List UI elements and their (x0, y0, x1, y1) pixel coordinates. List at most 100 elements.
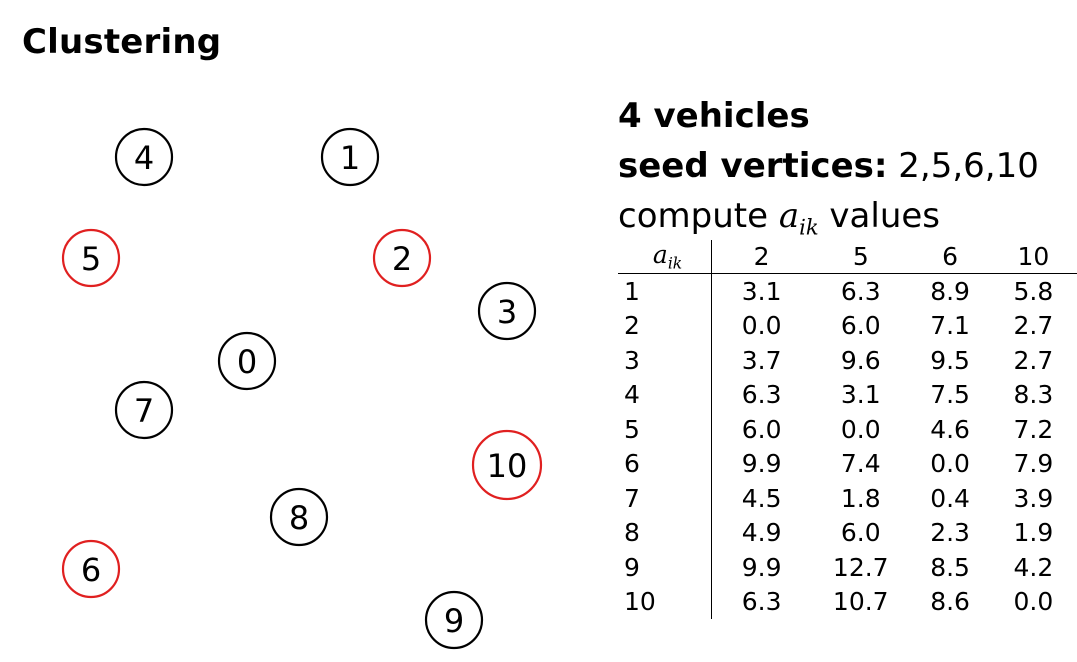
column-header: 5 (811, 240, 911, 274)
vertex-circle (269, 487, 329, 547)
vertex-label: 9 (444, 602, 464, 640)
vertex-circle (114, 127, 174, 187)
table-cell: 3.9 (1013, 483, 1054, 513)
column-header: 6 (910, 240, 990, 274)
table-cell: 7.9 (1013, 449, 1054, 479)
table-row: 8 4.9 6.0 2.3 1.9 (618, 515, 1077, 550)
table-row: 4 6.3 3.1 7.5 8.3 (618, 377, 1077, 412)
column-header: 10 (989, 240, 1077, 274)
table-cell: 6.0 (840, 518, 881, 548)
vertex-circle (372, 228, 432, 288)
vehicles-text: 4 vehicles (618, 96, 810, 136)
vertex-3: 3 (477, 281, 537, 341)
table-cell: 0.0 (840, 414, 881, 444)
seed-vertices-line: seed vertices: 2,5,6,10 (618, 146, 1039, 186)
vertex-circle (114, 380, 174, 440)
table-cell: 1.9 (1013, 518, 1054, 548)
vehicles-line: 4 vehicles (618, 96, 810, 136)
table-cell: 12.7 (832, 552, 889, 582)
table-row: 6 9.9 7.4 0.0 7.9 (618, 446, 1077, 481)
table-cell: 1.8 (840, 483, 881, 513)
distance-table: aik 2 5 6 10 1 3.1 6.3 8.9 5.8 2 0.0 6.0 7.1 2.7 3 3.7… (618, 240, 1077, 619)
vertex-label: 10 (487, 447, 528, 485)
vertex-5: 5 (61, 228, 121, 288)
table-cell: 7.2 (1013, 414, 1054, 444)
table-cell: 9.9 (741, 449, 782, 479)
compute-suffix: values (829, 196, 941, 236)
vertex-label: 0 (237, 343, 257, 381)
table-row: 3 3.7 9.6 9.5 2.7 (618, 343, 1077, 378)
vertex-4: 4 (114, 127, 174, 187)
row-vertex: 5 (618, 412, 713, 447)
compute-sub: ik (799, 214, 819, 240)
table-row: 2 0.0 6.0 7.1 2.7 (618, 308, 1077, 343)
table-row: 10 6.3 10.7 8.6 0.0 (618, 584, 1077, 619)
vertex-circle (61, 228, 121, 288)
table-cell: 0.0 (1013, 587, 1054, 617)
table-cell: 2.3 (930, 518, 970, 548)
row-vertex: 2 (618, 308, 713, 343)
vertex-circle (320, 127, 380, 187)
compute-line: compute aik values (618, 196, 940, 239)
table-cell: 2.7 (1013, 345, 1054, 375)
table-cell: 4.5 (741, 483, 782, 513)
vertex-label: 4 (134, 139, 154, 177)
row-vertex: 8 (618, 515, 713, 550)
table-cell: 7.4 (840, 449, 881, 479)
header-row: aik 2 5 6 10 (618, 240, 1077, 274)
table-cell: 4.6 (930, 414, 970, 444)
seed-values: 2,5,6,10 (898, 146, 1039, 186)
table-cell: 0.0 (741, 311, 782, 341)
table-row: 9 9.9 12.7 8.5 4.2 (618, 550, 1077, 585)
table-cell: 7.1 (930, 311, 970, 341)
row-vertex: 9 (618, 550, 713, 585)
vertex-label: 2 (392, 240, 412, 278)
compute-variable: aik (778, 196, 819, 240)
row-vertex: 3 (618, 343, 713, 378)
vertex-label: 7 (134, 392, 154, 430)
table-cell: 9.9 (741, 552, 782, 582)
row-vertex: 7 (618, 481, 713, 516)
vertex-circle (61, 539, 121, 599)
vertex-2: 2 (372, 228, 432, 288)
header-variable: aik (652, 240, 682, 272)
row-vertex: 1 (618, 273, 713, 309)
table-cell: 6.3 (741, 380, 782, 410)
table-row: 1 3.1 6.3 8.9 5.8 (618, 273, 1077, 309)
page-title: Clustering (22, 22, 222, 62)
table-cell: 3.7 (741, 345, 782, 375)
vertex-9: 9 (424, 590, 484, 650)
table-cell: 4.9 (741, 518, 782, 548)
table-body: 1 3.1 6.3 8.9 5.8 2 0.0 6.0 7.1 2.7 3 3.7 9.6 9.5 2.7 4… (618, 273, 1077, 619)
table-cell: 2.7 (1013, 311, 1054, 341)
vertex-label: 3 (497, 293, 517, 331)
table-cell: 8.6 (930, 587, 970, 617)
table-row: 7 4.5 1.8 0.4 3.9 (618, 481, 1077, 516)
table-cell: 8.9 (930, 276, 970, 306)
vertex-label: 1 (340, 139, 360, 177)
table-cell: 3.1 (840, 380, 881, 410)
header-var: a (652, 240, 668, 270)
table-cell: 3.1 (741, 276, 782, 306)
compute-var: a (778, 196, 800, 236)
vertex-circle (471, 429, 543, 501)
row-vertex: 10 (618, 584, 713, 619)
table-cell: 0.0 (930, 449, 970, 479)
table-cell: 8.5 (930, 552, 970, 582)
table-row: 5 6.0 0.0 4.6 7.2 (618, 412, 1077, 447)
table-cell: 6.0 (741, 414, 782, 444)
table-cell: 5.8 (1013, 276, 1054, 306)
table-cell: 9.5 (930, 345, 970, 375)
table-cell: 0.4 (930, 483, 970, 513)
column-header: 2 (711, 240, 812, 274)
row-vertex: 6 (618, 446, 713, 481)
vertex-graph: 4 1 5 2 3 0 7 10 8 6 9 (61, 127, 543, 650)
row-vertex: 4 (618, 377, 713, 412)
table-cell: 7.5 (930, 380, 970, 410)
table-cell: 10.7 (832, 587, 889, 617)
table-cell: 6.3 (840, 276, 881, 306)
vertex-7: 7 (114, 380, 174, 440)
vertex-label: 5 (81, 240, 101, 278)
vertex-circle (424, 590, 484, 650)
table-cell: 8.3 (1013, 380, 1054, 410)
